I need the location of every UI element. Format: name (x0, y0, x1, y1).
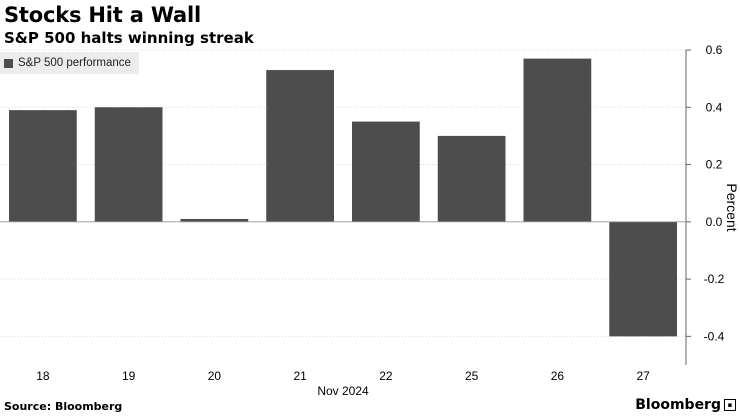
x-tick-label: 22 (379, 369, 393, 383)
y-tick-label: 0.4 (706, 100, 723, 114)
bar (523, 58, 592, 222)
y-tick-label: 0.2 (706, 158, 723, 172)
x-tick-label: 21 (293, 369, 307, 383)
x-tick-label: 20 (208, 369, 222, 383)
bar (9, 110, 77, 222)
brand-name: Bloomberg (635, 397, 721, 413)
x-tick-label: 26 (551, 369, 565, 383)
bar (180, 218, 249, 222)
y-axis-label: Percent (724, 183, 740, 231)
legend-swatch (4, 58, 13, 68)
brand-logo: Bloomberg ▪ (635, 397, 736, 413)
x-tick-label: 25 (465, 369, 479, 383)
y-tick-label: 0.6 (706, 43, 723, 57)
chart-icon: ▪ (724, 399, 736, 411)
x-tick-label: 18 (36, 369, 50, 383)
bar (352, 121, 420, 222)
chart-title: Stocks Hit a Wall (4, 3, 202, 27)
bar (609, 221, 677, 337)
legend: S&P 500 performance (0, 52, 139, 74)
bar (266, 70, 334, 222)
chart-subtitle: S&P 500 halts winning streak (4, 29, 254, 47)
x-axis-label: Nov 2024 (317, 384, 369, 398)
y-tick-label: -0.4 (704, 329, 725, 343)
x-tick-label: 27 (636, 369, 650, 383)
source-note: Source: Bloomberg (4, 400, 123, 413)
bar (94, 107, 163, 222)
bar (437, 135, 506, 222)
y-tick-label: 0.0 (706, 215, 723, 229)
x-tick-label: 19 (122, 369, 136, 383)
legend-label: S&P 500 performance (18, 57, 131, 69)
y-tick-label: -0.2 (704, 272, 725, 286)
